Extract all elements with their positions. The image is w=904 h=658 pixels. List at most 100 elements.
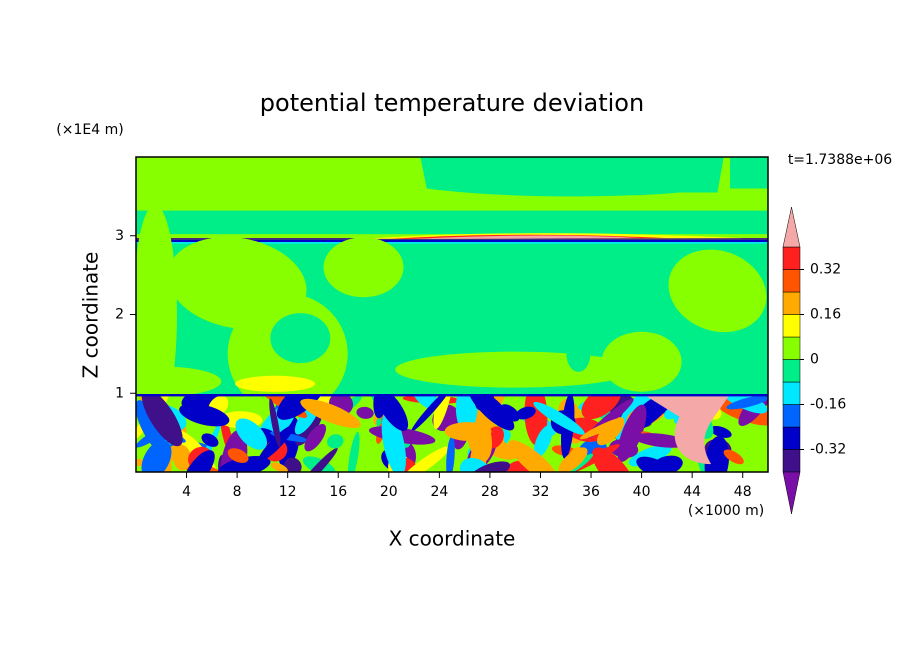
contour-region [455, 394, 478, 433]
contour-region [235, 418, 268, 450]
colorbar-box [782, 336, 801, 360]
contour-region [446, 435, 455, 472]
x-axis-label: X coordinate [389, 527, 516, 551]
contour-region [227, 448, 249, 463]
colorbar-box [782, 449, 801, 473]
contour-region [217, 455, 271, 472]
x-tick-label: 32 [532, 484, 550, 500]
time-annotation: t=1.7388e+06 [788, 152, 892, 168]
colorbar-box [782, 381, 801, 405]
contour-region [258, 425, 294, 462]
y-tick-label: 1 [115, 385, 124, 401]
contour-field [136, 157, 768, 472]
y-tick-label: 2 [115, 307, 124, 323]
colorbar-box [782, 404, 801, 428]
y-tick-label: 3 [115, 228, 124, 244]
y-unit: (×1E4 m) [56, 122, 123, 138]
contour-region [276, 394, 327, 420]
colorbar-box [782, 314, 801, 338]
contour-region [558, 447, 588, 472]
colorbar-tick-label: -0.16 [810, 397, 846, 413]
x-tick-label: 44 [683, 484, 701, 500]
y-axis-label: Z coordinate [79, 252, 103, 379]
colorbar-tick-label: 0.16 [810, 307, 841, 323]
contour-region [136, 242, 768, 245]
contour-region [304, 423, 327, 452]
colorbar-box [782, 291, 801, 315]
x-tick-label: 40 [633, 484, 651, 500]
contour-region [373, 394, 388, 419]
contour-region [596, 417, 625, 446]
colorbar-tick-label: 0.32 [810, 262, 841, 278]
contour-region [136, 400, 167, 453]
colorbar-tick-label: 0 [810, 352, 819, 368]
contour-region [409, 270, 470, 311]
turbulent-layer [136, 394, 768, 472]
colorbar-box [782, 426, 801, 450]
contour-region [270, 313, 331, 364]
contour-region [410, 394, 439, 410]
x-tick-label: 16 [329, 484, 347, 500]
contour-region [533, 401, 585, 435]
contour-region [296, 447, 338, 472]
contour-region [136, 205, 768, 211]
contour-region [726, 395, 768, 410]
contour-region [704, 435, 730, 472]
contour-region [414, 235, 642, 239]
contour-region [710, 425, 732, 438]
colorbar-tick-label: -0.32 [810, 442, 846, 458]
colorbar-box [782, 269, 801, 293]
contour-region [444, 422, 492, 441]
contour-region [601, 331, 682, 392]
x-tick-label: 12 [279, 484, 297, 500]
contour-region [515, 406, 536, 420]
contour-region [136, 239, 768, 243]
contour-region [592, 447, 636, 472]
contour-region [323, 237, 404, 298]
contour-region [581, 394, 622, 420]
contour-region [642, 394, 730, 465]
contour-region [468, 394, 515, 431]
colorbar-under [782, 471, 801, 515]
contour-region [400, 446, 450, 472]
contour-region [723, 449, 744, 465]
x-unit: (×1000 m) [688, 503, 764, 519]
contour-region [636, 456, 673, 472]
contour-region [201, 433, 219, 447]
contour-region [141, 440, 172, 472]
contour-region [327, 434, 344, 449]
contour-region [235, 375, 316, 392]
x-tick-label: 20 [380, 484, 398, 500]
x-tick-label: 36 [582, 484, 600, 500]
colorbar-box [782, 359, 801, 383]
contour-region [356, 406, 374, 419]
contour-region [136, 210, 768, 235]
contour-region [579, 417, 624, 440]
contour-region [295, 409, 323, 446]
contour-region [284, 457, 302, 472]
contour-region [136, 366, 222, 397]
contour-region [617, 404, 647, 462]
contour-region [300, 398, 361, 428]
chart-title: potential temperature deviation [260, 89, 644, 117]
x-tick-label: 28 [481, 484, 499, 500]
contour-region [411, 394, 451, 432]
contour-region [533, 425, 553, 458]
contour-region [270, 462, 288, 472]
contour-region [420, 157, 724, 197]
x-tick-label: 4 [182, 484, 191, 500]
contour-region [500, 404, 520, 422]
contour-region [566, 335, 591, 372]
colorbar-over [782, 206, 801, 248]
contour-region [668, 249, 767, 333]
colorbar-box [782, 246, 801, 270]
contour-region [179, 403, 230, 427]
contour-region [141, 394, 183, 447]
contour-region [395, 351, 636, 388]
contour-region [730, 157, 768, 189]
x-tick-label: 8 [233, 484, 242, 500]
contour-region [136, 394, 768, 397]
contour-region [136, 238, 768, 240]
x-tick-label: 48 [734, 484, 752, 500]
